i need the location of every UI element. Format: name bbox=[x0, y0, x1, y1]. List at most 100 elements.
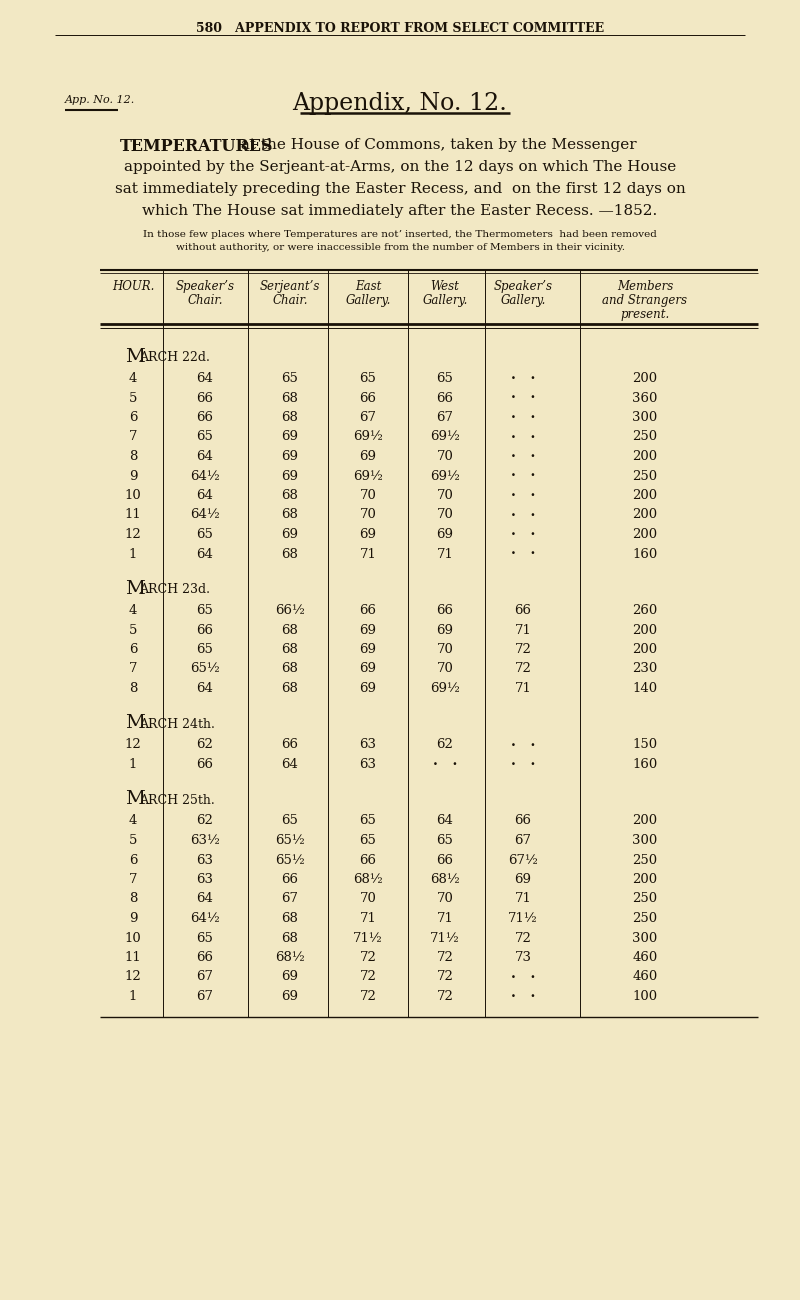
Text: ·   ·: · · bbox=[511, 528, 535, 542]
Text: 8: 8 bbox=[129, 682, 137, 696]
Text: 65: 65 bbox=[197, 430, 214, 443]
Text: 64: 64 bbox=[197, 450, 214, 463]
Text: HOUR.: HOUR. bbox=[112, 280, 154, 292]
Text: 160: 160 bbox=[632, 547, 658, 560]
Text: 100: 100 bbox=[633, 991, 658, 1004]
Text: 65½: 65½ bbox=[190, 663, 220, 676]
Text: 68½: 68½ bbox=[430, 874, 460, 887]
Text: 68½: 68½ bbox=[353, 874, 383, 887]
Text: 65: 65 bbox=[197, 604, 214, 617]
Text: 460: 460 bbox=[632, 952, 658, 965]
Text: ·   ·: · · bbox=[511, 738, 535, 753]
Text: 64: 64 bbox=[197, 489, 214, 502]
Text: 200: 200 bbox=[633, 624, 658, 637]
Text: 66: 66 bbox=[437, 604, 454, 617]
Text: TEMPERATURES: TEMPERATURES bbox=[120, 138, 274, 155]
Text: 4: 4 bbox=[129, 372, 137, 385]
Text: appointed by the Serjeant-at-Arms, on the 12 days on which The House: appointed by the Serjeant-at-Arms, on th… bbox=[124, 160, 676, 174]
Text: 70: 70 bbox=[437, 489, 454, 502]
Text: 70: 70 bbox=[437, 663, 454, 676]
Text: 69: 69 bbox=[282, 528, 298, 541]
Text: 300: 300 bbox=[632, 835, 658, 848]
Text: 70: 70 bbox=[359, 508, 377, 521]
Text: 65: 65 bbox=[197, 528, 214, 541]
Text: ·   ·: · · bbox=[511, 489, 535, 503]
Text: 66: 66 bbox=[359, 391, 377, 404]
Text: present.: present. bbox=[620, 308, 670, 321]
Text: sat immediately preceding the Easter Recess, and  on the first 12 days on: sat immediately preceding the Easter Rec… bbox=[114, 182, 686, 196]
Text: 69: 69 bbox=[282, 991, 298, 1004]
Text: 72: 72 bbox=[514, 932, 531, 945]
Text: Gallery.: Gallery. bbox=[500, 294, 546, 307]
Text: 62: 62 bbox=[197, 738, 214, 751]
Text: 9: 9 bbox=[129, 913, 138, 926]
Text: Speaker’s: Speaker’s bbox=[494, 280, 553, 292]
Text: 68: 68 bbox=[282, 508, 298, 521]
Text: 73: 73 bbox=[514, 952, 531, 965]
Text: 66: 66 bbox=[359, 604, 377, 617]
Text: 66: 66 bbox=[282, 738, 298, 751]
Text: 63: 63 bbox=[359, 758, 377, 771]
Text: 68: 68 bbox=[282, 913, 298, 926]
Text: 66: 66 bbox=[197, 411, 214, 424]
Text: 6: 6 bbox=[129, 644, 138, 656]
Text: 70: 70 bbox=[437, 508, 454, 521]
Text: 67: 67 bbox=[197, 971, 214, 984]
Text: 65: 65 bbox=[197, 644, 214, 656]
Text: 12: 12 bbox=[125, 738, 142, 751]
Text: 66½: 66½ bbox=[275, 604, 305, 617]
Text: 71: 71 bbox=[514, 682, 531, 696]
Text: 11: 11 bbox=[125, 508, 142, 521]
Text: 68: 68 bbox=[282, 547, 298, 560]
Text: 64½: 64½ bbox=[190, 913, 220, 926]
Text: In those few places where Temperatures are notʼ inserted, the Thermometers  had : In those few places where Temperatures a… bbox=[143, 230, 657, 239]
Text: 160: 160 bbox=[632, 758, 658, 771]
Text: 64: 64 bbox=[282, 758, 298, 771]
Text: 70: 70 bbox=[437, 450, 454, 463]
Text: 63½: 63½ bbox=[190, 835, 220, 848]
Text: 6: 6 bbox=[129, 411, 138, 424]
Text: 460: 460 bbox=[632, 971, 658, 984]
Text: 72: 72 bbox=[359, 991, 377, 1004]
Text: 580   APPENDIX TO REPORT FROM SELECT COMMITTEE: 580 APPENDIX TO REPORT FROM SELECT COMMI… bbox=[196, 22, 604, 35]
Text: 71: 71 bbox=[359, 547, 377, 560]
Text: 70: 70 bbox=[437, 893, 454, 906]
Text: 5: 5 bbox=[129, 624, 137, 637]
Text: 69½: 69½ bbox=[353, 469, 383, 482]
Text: ·   ·: · · bbox=[433, 758, 457, 772]
Text: 12: 12 bbox=[125, 971, 142, 984]
Text: 10: 10 bbox=[125, 932, 142, 945]
Text: ·   ·: · · bbox=[511, 971, 535, 984]
Text: 72: 72 bbox=[514, 644, 531, 656]
Text: Gallery.: Gallery. bbox=[422, 294, 468, 307]
Text: 11: 11 bbox=[125, 952, 142, 965]
Text: 64: 64 bbox=[197, 893, 214, 906]
Text: 7: 7 bbox=[129, 430, 138, 443]
Text: 65: 65 bbox=[359, 372, 377, 385]
Text: 200: 200 bbox=[633, 528, 658, 541]
Text: 69: 69 bbox=[282, 450, 298, 463]
Text: 66: 66 bbox=[197, 758, 214, 771]
Text: Speaker’s: Speaker’s bbox=[175, 280, 234, 292]
Text: 64: 64 bbox=[197, 547, 214, 560]
Text: 72: 72 bbox=[437, 991, 454, 1004]
Text: 71½: 71½ bbox=[508, 913, 538, 926]
Text: 12: 12 bbox=[125, 528, 142, 541]
Text: 65: 65 bbox=[197, 932, 214, 945]
Text: 7: 7 bbox=[129, 874, 138, 887]
Text: App. No. 12.: App. No. 12. bbox=[65, 95, 135, 105]
Text: ·   ·: · · bbox=[511, 469, 535, 484]
Text: 68: 68 bbox=[282, 624, 298, 637]
Text: 250: 250 bbox=[633, 469, 658, 482]
Text: Chair.: Chair. bbox=[187, 294, 222, 307]
Text: 71: 71 bbox=[514, 624, 531, 637]
Text: 200: 200 bbox=[633, 644, 658, 656]
Text: M: M bbox=[125, 790, 145, 809]
Text: 1: 1 bbox=[129, 547, 137, 560]
Text: 66: 66 bbox=[197, 391, 214, 404]
Text: 71: 71 bbox=[359, 913, 377, 926]
Text: ARCH 22d.: ARCH 22d. bbox=[139, 351, 210, 364]
Text: 66: 66 bbox=[359, 854, 377, 867]
Text: 250: 250 bbox=[633, 854, 658, 867]
Text: 69: 69 bbox=[359, 528, 377, 541]
